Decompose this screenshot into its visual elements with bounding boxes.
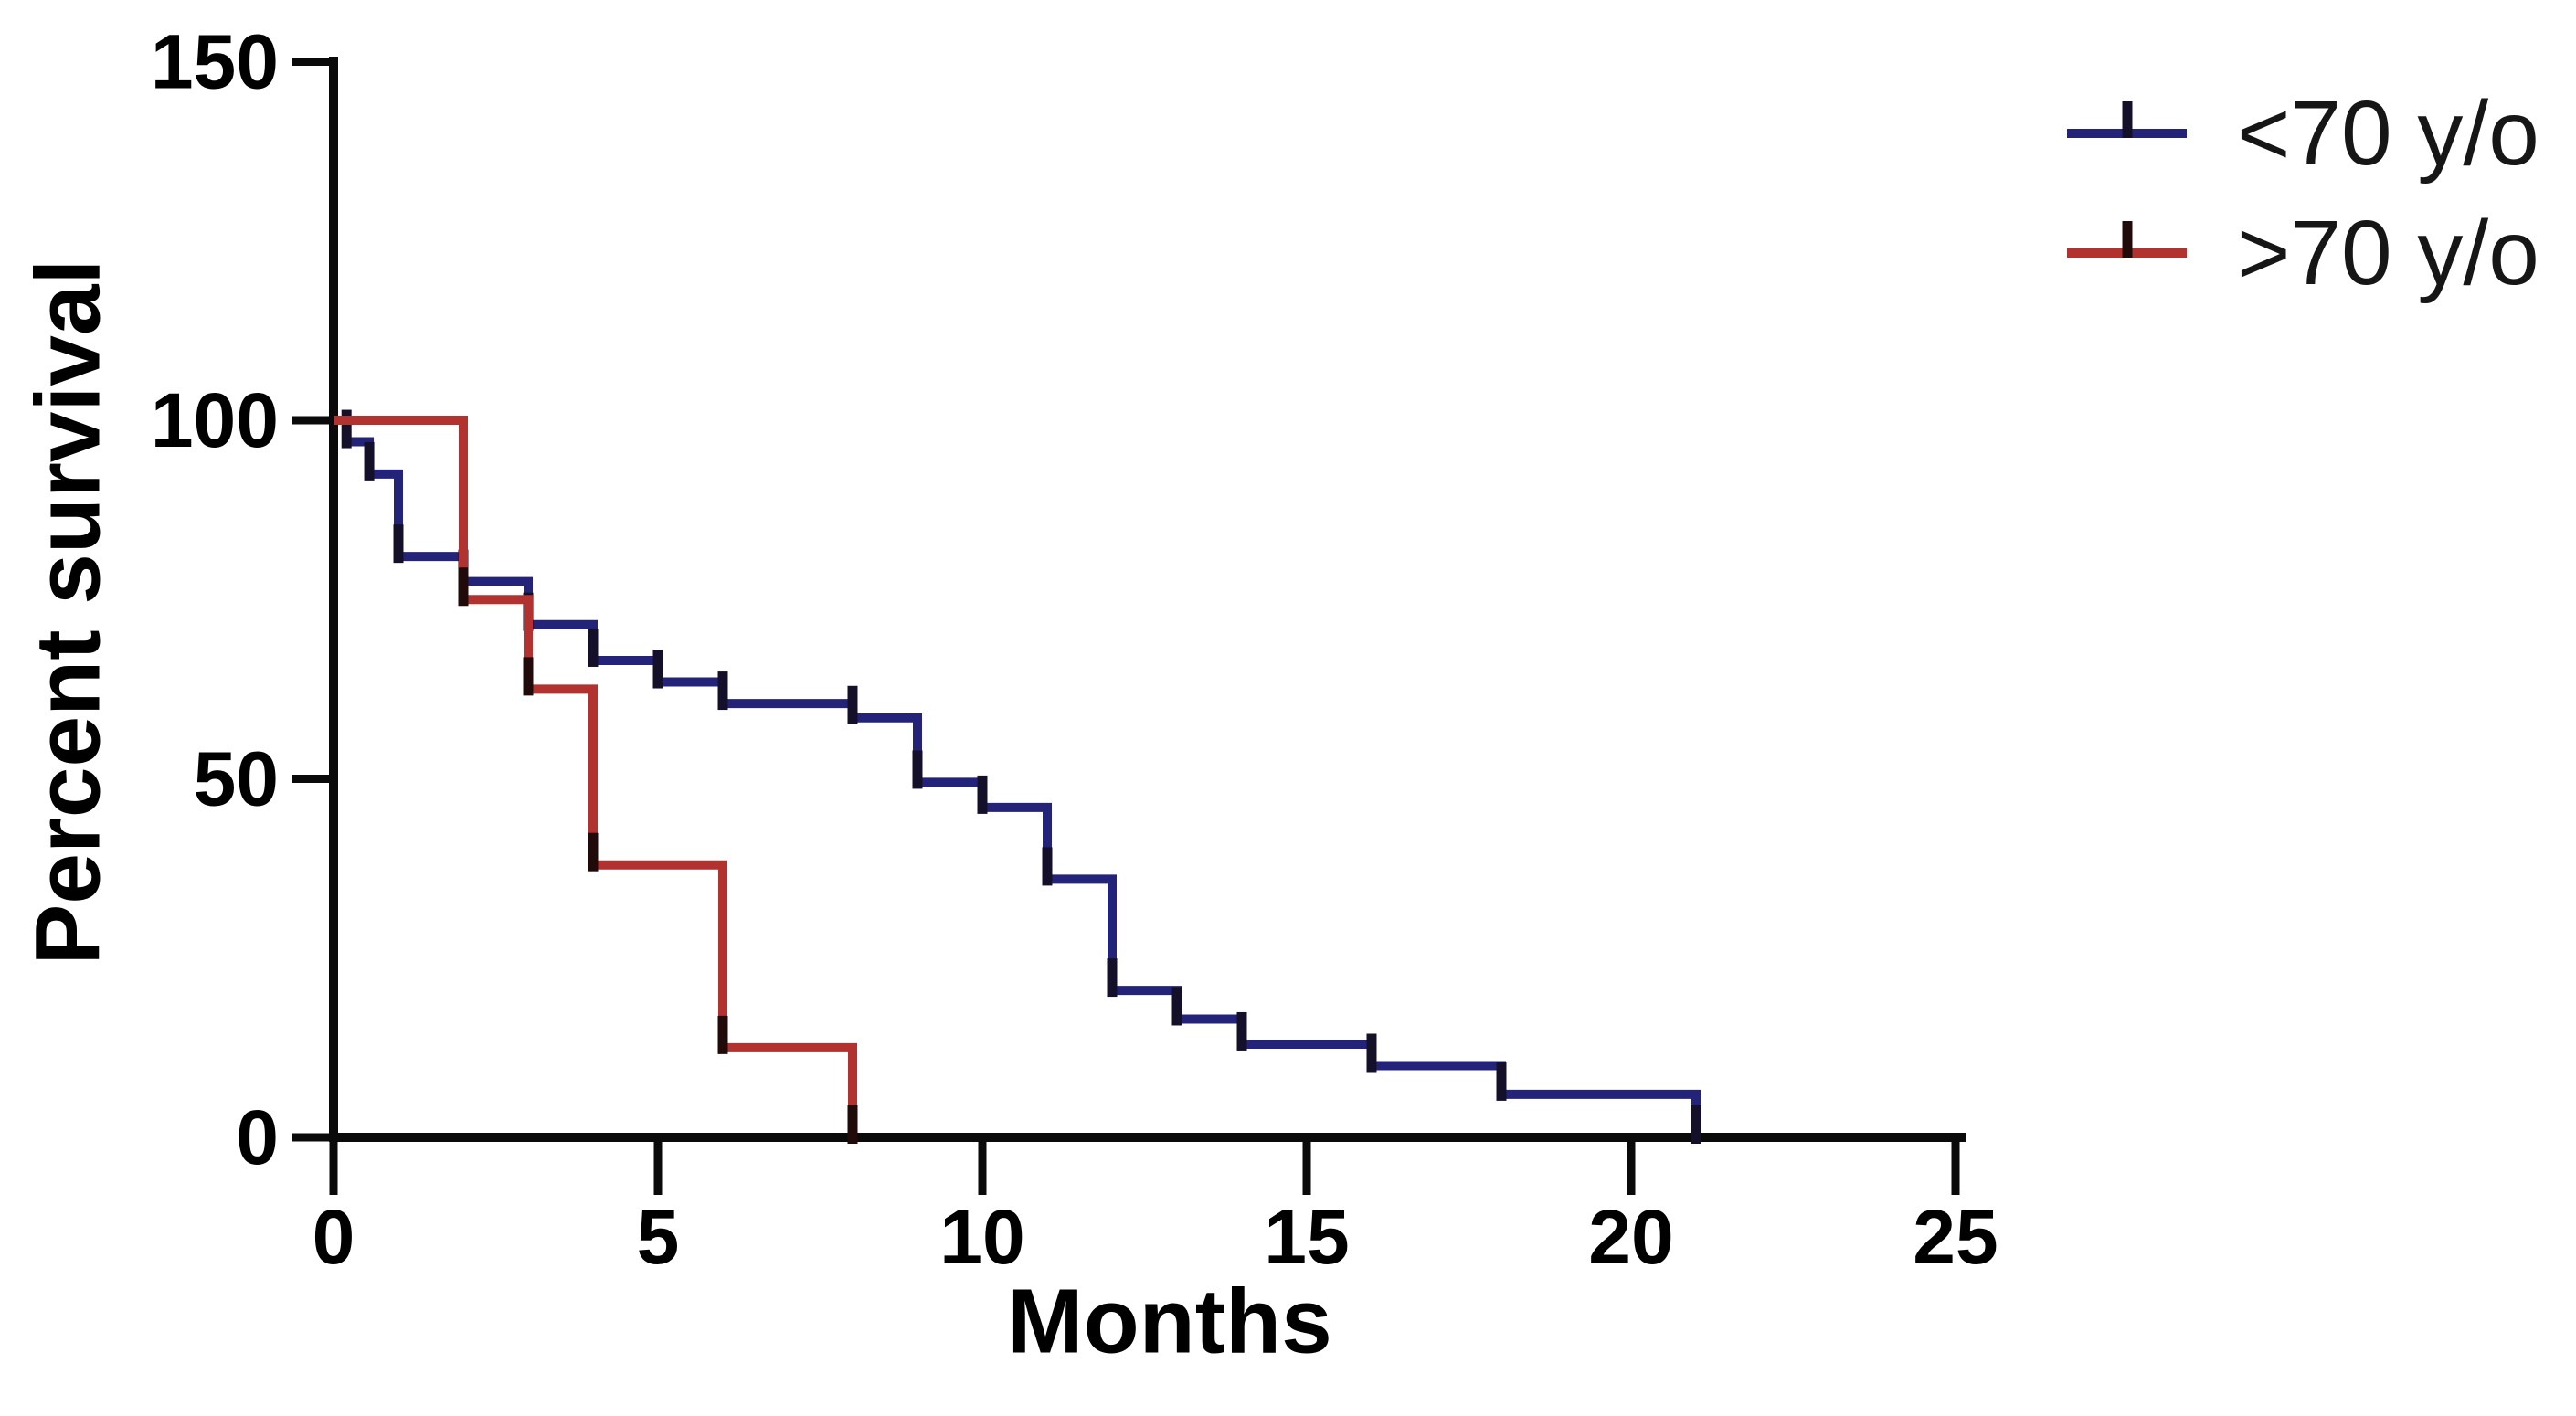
x-tick-label: 5: [637, 1194, 680, 1280]
x-tick-label: 25: [1913, 1194, 1998, 1280]
x-tick-label: 10: [939, 1194, 1024, 1280]
y-tick-label: 0: [236, 1094, 279, 1180]
data-point-marker: [1107, 958, 1118, 998]
y-tick-label: 100: [151, 377, 279, 463]
data-point-marker: [847, 1105, 858, 1144]
legend-item-under-70: <70 y/o: [2067, 81, 2539, 185]
x-tick-label: 0: [313, 1194, 355, 1280]
survival-curve-under-70: [334, 416, 1701, 1137]
legend-line-sample-over-70: [2067, 221, 2187, 258]
x-tick-label: 20: [1588, 1194, 1673, 1280]
data-point-marker: [652, 650, 663, 689]
legend-marker-tick: [2122, 101, 2132, 138]
data-point-marker: [588, 628, 599, 667]
data-point-marker: [1496, 1062, 1507, 1101]
data-point-marker: [1042, 847, 1053, 886]
data-point-marker: [588, 832, 599, 872]
data-point-marker: [847, 685, 858, 724]
data-point-marker: [977, 775, 988, 814]
legend-item-over-70: >70 y/o: [2067, 201, 2539, 304]
data-point-marker: [523, 657, 534, 696]
data-point-marker: [912, 750, 923, 789]
legend-line-sample-under-70: [2067, 101, 2187, 138]
data-point-marker: [717, 671, 728, 711]
legend-label-over-70: >70 y/o: [2237, 201, 2539, 304]
data-point-marker: [341, 409, 352, 449]
y-axis-title: Percent survival: [16, 259, 120, 966]
legend-label-under-70: <70 y/o: [2237, 81, 2539, 185]
data-point-marker: [1171, 987, 1182, 1026]
x-tick-label: 15: [1264, 1194, 1349, 1280]
x-axis-title: Months: [1007, 1270, 1332, 1373]
data-point-marker: [1236, 1011, 1247, 1051]
data-point-marker: [364, 441, 375, 481]
y-tick-label: 50: [194, 736, 279, 822]
y-tick-label: 150: [151, 19, 279, 105]
data-point-marker: [717, 1015, 728, 1054]
data-point-marker: [1366, 1033, 1377, 1073]
legend-marker-tick: [2122, 221, 2132, 258]
survival-curve-over-70: [334, 416, 857, 1137]
data-point-marker: [393, 524, 404, 564]
data-point-marker: [1691, 1105, 1701, 1144]
data-point-marker: [458, 567, 469, 607]
